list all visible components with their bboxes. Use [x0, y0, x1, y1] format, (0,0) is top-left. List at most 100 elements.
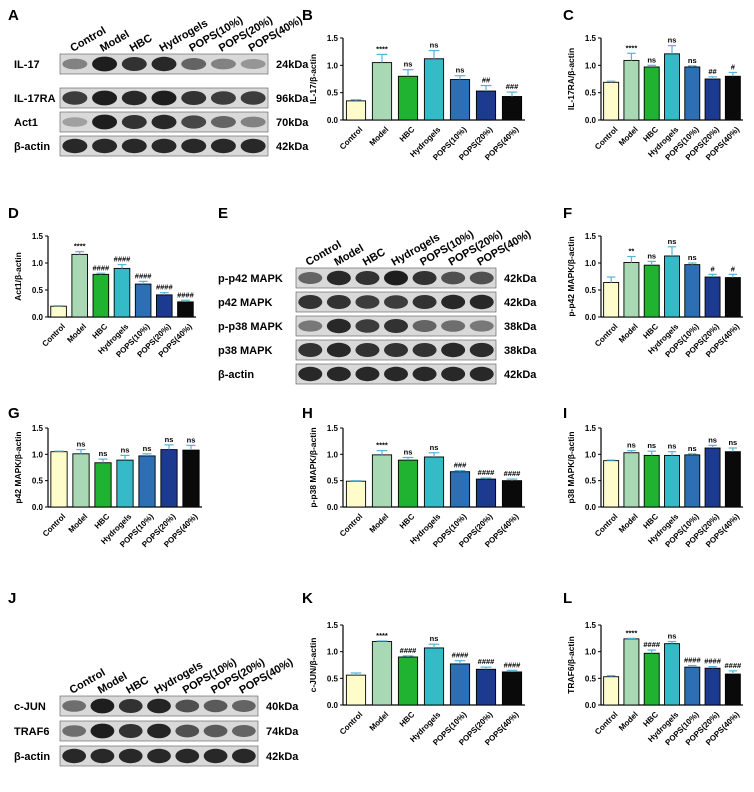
y-tick-label: 1.0 [585, 450, 597, 459]
blot-band [441, 294, 466, 310]
significance-label: #### [704, 657, 722, 666]
y-tick-label: 0.0 [32, 313, 44, 322]
blot-band [326, 318, 351, 334]
bar-model [71, 253, 88, 318]
bar-control [603, 460, 620, 508]
significance-label: ns [404, 447, 413, 456]
chart-c: 0.0 0.5 1.0 1.5 IL-17RA/β-actin Control **** Mo… [566, 34, 743, 162]
significance-label: ns [430, 634, 439, 643]
chart-i: 0.0 0.5 1.0 1.5 p38 MAPK/β-actin Control ns Mod… [566, 424, 743, 549]
significance-label: #### [93, 263, 111, 272]
blot-band [151, 138, 177, 154]
bar-pops-10- [684, 66, 701, 121]
bar-pops-40- [724, 277, 741, 318]
y-axis-label: p-p42 MAPK/β-actin [566, 236, 576, 316]
significance-label: ## [482, 76, 491, 85]
blot-band [62, 725, 87, 737]
y-axis-label: p-p38 MAPK/β-actin [308, 427, 318, 507]
significance-label: ns [647, 251, 656, 260]
significance-label: # [710, 264, 715, 273]
y-axis-label: p42 MAPK/β-actin [13, 431, 23, 503]
blot-band [62, 58, 88, 70]
significance-label: ns [688, 444, 697, 453]
blot-band [412, 320, 437, 332]
y-tick-label: 1.5 [585, 34, 597, 43]
y-tick-label: 1.5 [327, 34, 339, 43]
blot-row-label: p42 MAPK [218, 297, 272, 309]
blot-band [412, 366, 437, 382]
bar-hydrogels [664, 255, 680, 318]
bar-pops-10- [449, 79, 471, 121]
blot-band [90, 698, 115, 714]
y-tick-label: 1.0 [585, 61, 597, 70]
blot-band [469, 342, 494, 358]
bar-pops-20- [475, 668, 497, 706]
significance-label: **** [74, 242, 86, 251]
y-axis-label: IL-17RA/β-actin [566, 48, 576, 110]
bar-model [371, 454, 393, 508]
panel-letter-k: K [302, 590, 313, 607]
significance-label: ## [708, 67, 717, 76]
bar-pops-20- [704, 276, 721, 318]
category-label: Control [40, 322, 66, 348]
category-label: Model [67, 512, 90, 535]
significance-label: ns [456, 66, 465, 75]
significance-label: ns [668, 632, 677, 641]
blot-band [92, 138, 118, 154]
significance-label: ns [404, 60, 413, 69]
y-tick-label: 1.5 [32, 232, 44, 241]
blot-band [231, 748, 256, 764]
blot-band [90, 723, 115, 739]
category-label: Control [593, 710, 619, 736]
blot-band [240, 138, 266, 154]
y-tick-label: 1.0 [32, 450, 44, 459]
blot-row-label: β-actin [14, 751, 50, 763]
blot-band [203, 748, 228, 764]
blot-size-label: 24kDa [276, 59, 309, 71]
bar-hbc [643, 264, 660, 318]
bar-pops-20- [704, 447, 721, 508]
blot-band [469, 294, 494, 310]
panel-letter-a: A [8, 7, 19, 24]
bar-pops-40- [724, 75, 741, 121]
blot-band [151, 56, 177, 72]
blot-band [355, 343, 380, 357]
bar-model [623, 452, 640, 508]
y-tick-label: 0.5 [585, 477, 597, 486]
blot-band [298, 366, 323, 382]
category-label: Model [368, 710, 391, 733]
blot-row-label: TRAF6 [14, 726, 49, 738]
panel-letter-l: L [563, 590, 572, 607]
bar-control [50, 451, 68, 508]
significance-label: #### [177, 290, 195, 299]
blot-size-label: 38kDa [504, 345, 537, 357]
bar-hydrogels [664, 53, 680, 121]
significance-label: #### [478, 468, 496, 477]
category-label: Control [338, 710, 364, 736]
blot-band [147, 748, 171, 764]
significance-label: ns [688, 56, 697, 65]
significance-label: #### [504, 660, 522, 669]
blot-band [441, 320, 466, 332]
blot-band [384, 343, 408, 357]
blot-band [412, 271, 437, 285]
y-tick-label: 1.5 [327, 424, 339, 433]
category-label: Model [617, 125, 640, 148]
bar-model [72, 453, 90, 508]
blot-band [298, 320, 323, 332]
panel-letter-b: B [302, 7, 313, 24]
bar-hydrogels [664, 643, 680, 706]
bar-pops-20- [156, 294, 173, 318]
significance-label: **** [376, 44, 388, 53]
blot-band [181, 91, 207, 105]
bar-hbc [397, 656, 419, 706]
blot-band [62, 117, 88, 127]
blot-band [210, 138, 236, 154]
y-axis-label: IL-17/β-actin [308, 54, 318, 104]
lane-label: HBC [128, 32, 155, 54]
blot-band [181, 115, 207, 129]
blot-band [240, 91, 266, 105]
panel-letter-c: C [563, 7, 574, 24]
significance-label: ** [629, 247, 635, 256]
